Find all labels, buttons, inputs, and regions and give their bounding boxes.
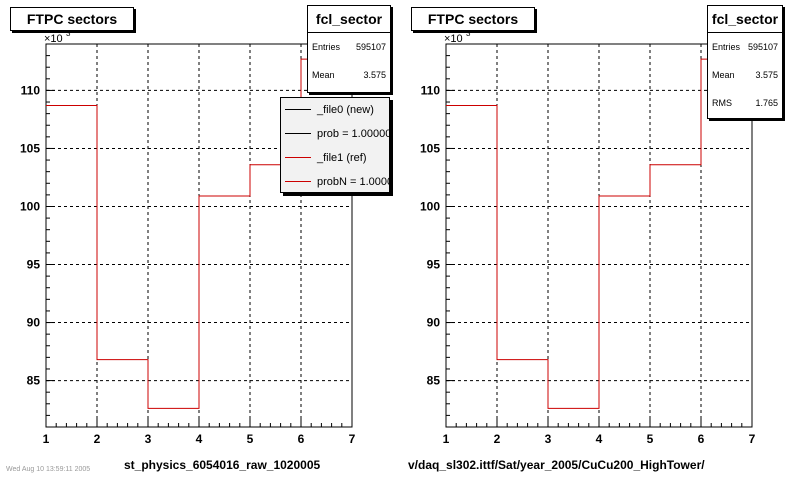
legend-line-swatch <box>285 181 311 182</box>
stats-value: 595107 <box>747 42 778 52</box>
y-tick-label: 105 <box>20 141 40 155</box>
y-tick-label: 100 <box>420 199 440 213</box>
x-tick-label: 2 <box>94 432 101 446</box>
x-tick-label: 5 <box>647 432 654 446</box>
left-stats-row-entries: Entries 595107 <box>308 33 390 61</box>
x-tick-label: 3 <box>545 432 552 446</box>
legend-entry: probN = 1.000000 <box>281 170 389 192</box>
y-tick-label: 95 <box>27 258 41 272</box>
x-tick-label: 1 <box>43 432 50 446</box>
legend-entry: prob = 1.000000 <box>281 122 389 146</box>
left-title-box: FTPC sectors <box>10 7 134 31</box>
x-tick-label: 7 <box>749 432 756 446</box>
y-tick-label: 90 <box>27 316 41 330</box>
legend-line-swatch <box>285 157 311 158</box>
left-title: FTPC sectors <box>26 11 118 27</box>
x-tick-label: 3 <box>145 432 152 446</box>
legend-entry-label: _file1 (ref) <box>317 152 367 164</box>
stats-key: RMS <box>712 98 732 108</box>
y-tick-label: 110 <box>21 83 41 97</box>
left-stats-row-mean: Mean 3.575 <box>308 61 390 89</box>
y-axis-multiplier-exponent: 3 <box>66 29 71 38</box>
x-tick-label: 5 <box>247 432 254 446</box>
right-title: FTPC sectors <box>427 11 519 27</box>
stats-value: 3.575 <box>755 70 778 80</box>
histogram-series-ref <box>446 58 752 409</box>
legend-line-swatch <box>285 133 311 134</box>
stats-key: Mean <box>712 70 735 80</box>
left-legend-box: _file0 (new) prob = 1.000000 _file1 (ref… <box>280 97 390 193</box>
right-x-axis-label: v/daq_sl302.ittf/Sat/year_2005/CuCu200_H… <box>408 458 705 472</box>
left-stats-box: fcl_sector Entries 595107 Mean 3.575 <box>307 5 391 93</box>
x-tick-label: 4 <box>196 432 203 446</box>
y-tick-label: 105 <box>420 141 440 155</box>
right-stats-row-entries: Entries 595107 <box>708 33 782 61</box>
y-tick-label: 100 <box>20 199 40 213</box>
legend-entry-label: probN = 1.000000 <box>317 176 389 188</box>
left-stats-title: fcl_sector <box>308 6 390 33</box>
y-axis-multiplier: ×10 <box>44 33 63 45</box>
stats-value: 595107 <box>355 42 386 52</box>
legend-line-swatch <box>285 109 311 110</box>
y-tick-label: 110 <box>421 83 441 97</box>
stats-value: 1.765 <box>755 98 778 108</box>
right-title-box: FTPC sectors <box>411 7 535 31</box>
x-tick-label: 7 <box>349 432 356 446</box>
legend-entry-label: prob = 1.000000 <box>317 128 390 140</box>
right-stats-box: fcl_sector Entries 595107 Mean 3.575 RMS… <box>707 5 783 119</box>
legend-entry: _file1 (ref) <box>281 146 389 170</box>
right-stats-title: fcl_sector <box>708 6 782 33</box>
y-tick-label: 85 <box>27 374 41 388</box>
y-axis-multiplier: ×10 <box>444 33 463 45</box>
y-axis-multiplier-exponent: 3 <box>466 29 471 38</box>
stats-key: Entries <box>712 42 741 52</box>
x-tick-label: 6 <box>698 432 705 446</box>
right-stats-row-mean: Mean 3.575 <box>708 61 782 89</box>
y-tick-label: 85 <box>427 374 441 388</box>
x-tick-label: 2 <box>494 432 501 446</box>
footer-timestamp: Wed Aug 10 13:59:11 2005 <box>6 466 91 473</box>
stats-value: 3.575 <box>363 70 386 80</box>
y-tick-label: 95 <box>427 258 441 272</box>
legend-entry: _file0 (new) <box>281 98 389 122</box>
x-tick-label: 1 <box>443 432 450 446</box>
stats-key: Mean <box>312 70 335 80</box>
left-x-axis-label: st_physics_6054016_raw_1020005 <box>124 458 321 472</box>
right-stats-row-rms: RMS 1.765 <box>708 89 782 117</box>
legend-entry-label: _file0 (new) <box>317 104 374 116</box>
x-tick-label: 4 <box>596 432 603 446</box>
x-tick-label: 6 <box>298 432 305 446</box>
stats-key: Entries <box>312 42 341 52</box>
y-tick-label: 90 <box>427 316 441 330</box>
